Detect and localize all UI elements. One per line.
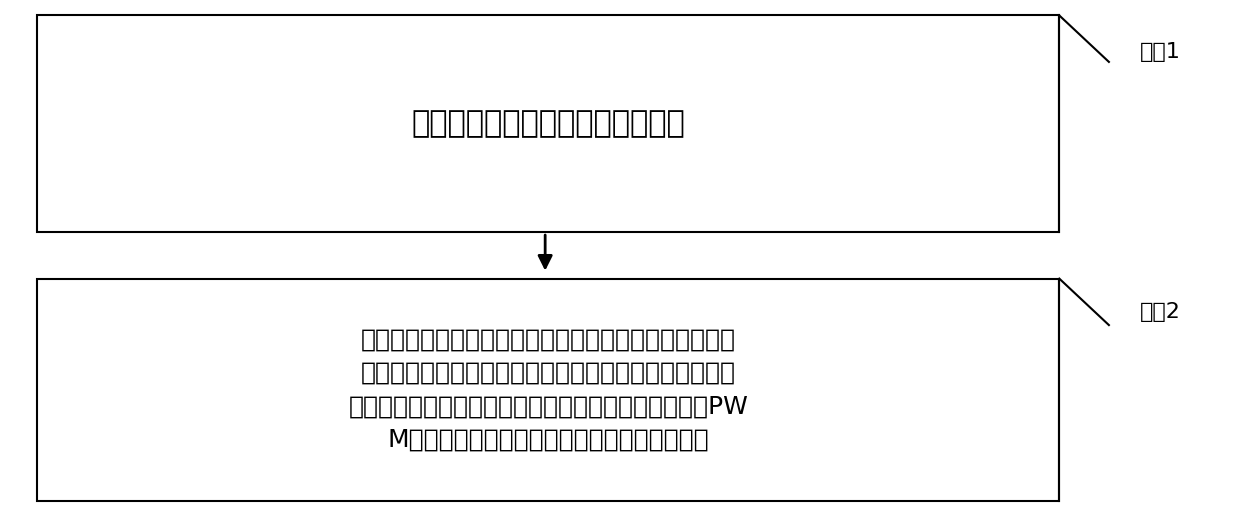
Text: 步骤1: 步骤1 [1140,42,1181,61]
Bar [37,15,1059,232]
Text: 步骤2: 步骤2 [1140,302,1181,322]
Text: 采集变压器一次绕组侧的测量电流: 采集变压器一次绕组侧的测量电流 [411,109,685,138]
Bar [37,279,1059,501]
Text: 根据变压器一次绕组侧的测量电流判断所述变压器是否产
生冲击电流，若是，则根据电网侧的测量电压和变压器一
次绕组侧的测量电流生成控制所述储能装置中逆变器的PW
M: 根据变压器一次绕组侧的测量电流判断所述变压器是否产 生冲击电流，若是，则根据电网… [348,327,748,452]
